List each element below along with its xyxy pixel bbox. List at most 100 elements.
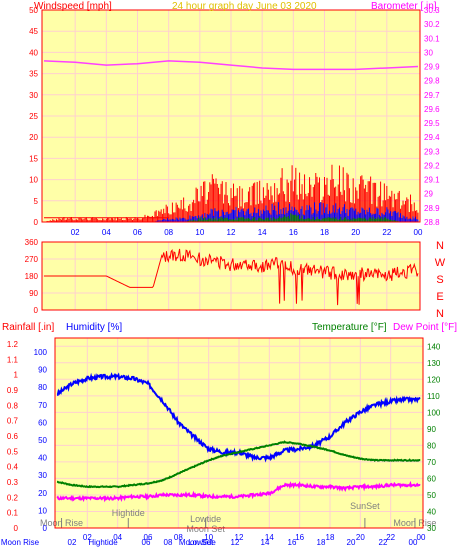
- windspeed-axis-label: Windspeed [mph]: [34, 1, 112, 12]
- barometer-axis-label: Barometer [.in]: [371, 1, 437, 12]
- x-tick-label: 20: [351, 228, 360, 237]
- barometer-tick-label: 29.5: [424, 119, 440, 128]
- barometer-tick-label: 29.8: [424, 77, 440, 86]
- windspeed-tick-label: 45: [29, 27, 38, 36]
- rainfall-tick-label: 0.8: [7, 401, 19, 410]
- rainfall-tick-label: 1.2: [7, 340, 19, 349]
- barometer-tick-label: 30: [424, 48, 433, 57]
- barometer-tick-label: 30.3: [424, 6, 440, 15]
- temperature-tick-label: 30: [427, 524, 436, 533]
- annotation-label: Moon Set: [186, 524, 225, 534]
- temperature-tick-label: 40: [427, 507, 436, 516]
- x-tick-label: 14: [265, 533, 274, 542]
- temperature-axis-label: Temperature [°F]: [312, 322, 387, 333]
- x-tick-label: 08: [164, 228, 173, 237]
- x-tick-label: 00: [417, 533, 426, 542]
- wind-series: [43, 60, 419, 222]
- x-tick-label: 18: [326, 533, 335, 542]
- temperature-tick-label: 50: [427, 491, 436, 500]
- annotation-label: SunSet: [350, 501, 380, 511]
- wind-left-ticks: 0 5 10 15 20 25 30 35 40 45 50: [29, 6, 38, 227]
- windspeed-tick-label: 10: [29, 176, 38, 185]
- footer-label: 06: [142, 538, 151, 547]
- temperature-tick-label: 80: [427, 441, 436, 450]
- barometer-tick-label: 29.2: [424, 161, 440, 170]
- rainfall-tick-label: 0.4: [7, 463, 19, 472]
- direction-tick-label: 90: [29, 289, 38, 298]
- annotation-label: Hightide: [112, 508, 145, 518]
- temperature-tick-label: 60: [427, 474, 436, 483]
- climate-series: [56, 372, 421, 503]
- dewpoint-axis-label: Dew Point [°F]: [393, 322, 457, 333]
- direction-left-ticks: 0 90 180 270 360: [25, 238, 39, 315]
- temperature-tick-label: 140: [427, 342, 441, 351]
- footer-label: 08: [164, 538, 173, 547]
- rainfall-tick-label: 0: [14, 524, 19, 533]
- footer-label: Moon Set: [179, 538, 214, 547]
- wind-x-ticks: 02 04 06 08 10 12 14 16 18 20 22 00: [71, 228, 423, 237]
- windspeed-tick-label: 0: [34, 218, 39, 227]
- windspeed-tick-label: 30: [29, 91, 38, 100]
- wind-direction-line: [44, 248, 419, 306]
- compass-tick-label: E: [436, 291, 443, 303]
- humidity-tick-label: 40: [38, 454, 47, 463]
- x-tick-label: 10: [195, 228, 204, 237]
- x-tick-label: 12: [235, 533, 244, 542]
- barometer-line: [43, 60, 419, 71]
- footer-label: 12: [231, 538, 240, 547]
- barometer-tick-label: 30.1: [424, 34, 440, 43]
- barometer-tick-label: 29.3: [424, 147, 440, 156]
- x-tick-label: 10: [204, 533, 213, 542]
- x-tick-label: 02: [83, 533, 92, 542]
- temperature-tick-label: 100: [427, 408, 441, 417]
- wind-frame: [41, 9, 421, 223]
- x-tick-label: 16: [295, 533, 304, 542]
- direction-tick-label: 360: [25, 238, 39, 247]
- x-tick-label: 06: [144, 533, 153, 542]
- x-tick-label: 00: [414, 228, 423, 237]
- annotation-label: Moon Rise: [393, 518, 436, 528]
- x-tick-label: 22: [386, 533, 395, 542]
- barometer-tick-label: 28.9: [424, 204, 440, 213]
- windspeed-tick-label: 20: [29, 133, 38, 142]
- x-tick-label: 16: [289, 228, 298, 237]
- temperature-tick-label: 120: [427, 375, 441, 384]
- footer-label: 18: [317, 538, 326, 547]
- x-tick-label: 18: [320, 228, 329, 237]
- temperature-tick-label: 90: [427, 425, 436, 434]
- windspeed-tick-label: 50: [29, 6, 38, 15]
- humidity-tick-label: 60: [38, 418, 47, 427]
- rainfall-tick-label: 1.1: [7, 355, 19, 364]
- humidity-tick-label: 70: [38, 401, 47, 410]
- humidity-tick-label: 90: [38, 366, 47, 375]
- direction-frame: [41, 241, 421, 311]
- compass-tick-label: N: [436, 308, 444, 320]
- rainfall-tick-label: 1: [14, 371, 19, 380]
- footer-label: 02: [68, 538, 77, 547]
- barometer-tick-label: 29.6: [424, 105, 440, 114]
- dewpoint-line: [56, 480, 421, 503]
- temperature-line: [56, 440, 421, 489]
- footer-label: Hightide: [88, 538, 118, 547]
- humidity-tick-label: 20: [38, 489, 47, 498]
- humidity-tick-label: 10: [38, 506, 47, 515]
- humidity-tick-label: 80: [38, 383, 47, 392]
- footer-label: 16: [288, 538, 297, 547]
- footer-label: Lowtide: [188, 538, 216, 547]
- humidity-tick-label: 30: [38, 471, 47, 480]
- humidity-ticks: 0 10 20 30 40 50 60 70 80 90 100: [34, 348, 48, 533]
- chart-title: 24 hour graph day June 03 2020: [172, 1, 317, 12]
- barometer-tick-label: 29.1: [424, 176, 440, 185]
- direction-tick-label: 0: [34, 306, 39, 315]
- compass-tick-label: S: [436, 274, 443, 286]
- x-tick-label: 04: [113, 533, 122, 542]
- rainfall-tick-label: 0.3: [7, 478, 19, 487]
- windspeed-tick-label: 40: [29, 48, 38, 57]
- rainfall-tick-label: 0.2: [7, 493, 19, 502]
- temperature-ticks: 30 40 50 60 70 80 90 100 110 120 130 140: [427, 342, 441, 533]
- temperature-tick-label: 130: [427, 359, 441, 368]
- annotation-label: Moon Rise: [40, 518, 83, 528]
